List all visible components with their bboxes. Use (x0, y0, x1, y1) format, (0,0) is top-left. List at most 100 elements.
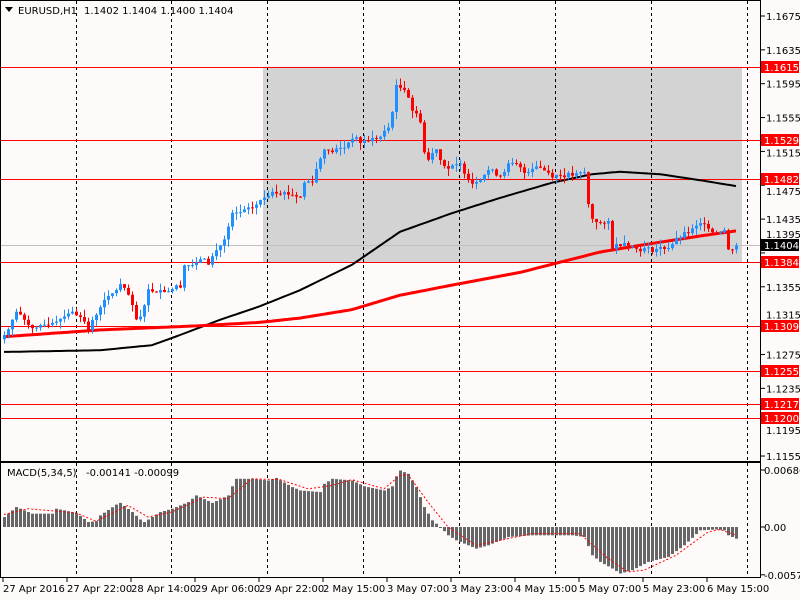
candle-body (311, 181, 314, 183)
macd-histogram-bar (459, 527, 462, 542)
candle-body (375, 137, 378, 139)
candle-body (59, 318, 62, 322)
macd-histogram-bar (211, 502, 214, 527)
macd-histogram-bar (571, 527, 574, 536)
candle (311, 175, 314, 186)
dropdown-triangle-icon[interactable] (5, 7, 13, 12)
candle (263, 190, 266, 205)
candle-body (63, 316, 66, 319)
candle (431, 148, 434, 164)
macd-histogram-bar (51, 513, 54, 527)
candle-body (383, 130, 386, 137)
macd-histogram-bar (243, 478, 246, 527)
macd-histogram-bar (663, 527, 666, 558)
macd-histogram-bar (487, 527, 490, 546)
price-zone-rectangle[interactable] (263, 66, 742, 263)
candle-body (219, 245, 222, 251)
macd-histogram-bar (727, 527, 730, 536)
time-tick-label: 29 Apr 22:00 (259, 584, 324, 595)
macd-histogram-bar (355, 482, 358, 527)
macd-histogram-bar (435, 523, 438, 527)
macd-histogram-bar (671, 527, 674, 555)
macd-histogram-bar (347, 480, 350, 527)
macd-histogram-bar (147, 519, 150, 527)
candle-body (395, 84, 398, 113)
macd-histogram-bar (499, 527, 502, 541)
candle-body (187, 265, 190, 267)
macd-histogram-bar (627, 527, 630, 572)
macd-histogram-bar (119, 502, 122, 527)
candle (319, 156, 322, 172)
candle-body (167, 291, 170, 293)
candle (623, 235, 626, 247)
candle-body (519, 163, 522, 168)
macd-histogram-bar (3, 517, 6, 527)
candle (443, 159, 446, 169)
macd-histogram-bar (519, 527, 522, 537)
candle (331, 147, 334, 154)
macd-histogram-bar (79, 515, 82, 527)
candle-body (259, 199, 262, 205)
candle (423, 120, 426, 155)
candle (575, 170, 578, 179)
macd-histogram-bar (271, 479, 274, 527)
macd-histogram-bar (219, 499, 222, 527)
candle-body (7, 329, 10, 336)
macd-histogram-bar (587, 527, 590, 547)
candle (427, 147, 430, 162)
candle (419, 109, 422, 124)
candle (359, 135, 362, 151)
candle (535, 160, 538, 170)
zone-layer (263, 66, 742, 263)
candle-body (255, 204, 258, 208)
macd-histogram-bar (71, 512, 74, 527)
candle (399, 78, 402, 92)
price-tick-label: 1.1195 (766, 426, 800, 437)
candle-body (231, 212, 234, 227)
candle (719, 231, 722, 235)
candle-body (499, 175, 502, 177)
candle-body (91, 320, 94, 331)
candle-body (495, 169, 498, 176)
candle (671, 242, 674, 251)
candle (727, 228, 730, 250)
candle (491, 168, 494, 173)
candle-body (527, 172, 530, 174)
candle-body (415, 110, 418, 114)
macd-histogram-bar (691, 527, 694, 538)
candle-body (275, 191, 278, 194)
candle (547, 165, 550, 176)
macd-histogram-bar (35, 513, 38, 527)
candle-body (431, 153, 434, 160)
candle-body (135, 305, 138, 320)
macd-histogram-bar (423, 507, 426, 527)
candle (523, 163, 526, 180)
candle-body (539, 166, 542, 168)
macd-histogram-bar (39, 513, 42, 527)
candle-body (423, 122, 426, 153)
candle-body (523, 167, 526, 173)
candle-body (175, 285, 178, 290)
time-tick-label: 3 May 07:00 (387, 584, 449, 595)
candle (203, 257, 206, 260)
candle (15, 308, 18, 322)
macd-histogram-bar (299, 490, 302, 527)
candle (163, 286, 166, 293)
macd-histogram-bar (527, 527, 530, 536)
candle-body (35, 327, 38, 329)
candle-body (335, 148, 338, 153)
macd-histogram-bar (179, 505, 182, 527)
candle (259, 199, 262, 208)
candle-body (551, 172, 554, 178)
candle-body (43, 324, 46, 326)
candle (511, 157, 514, 167)
candle-body (79, 315, 82, 318)
candle-body (287, 192, 290, 195)
candle (199, 256, 202, 264)
candle-body (331, 150, 334, 153)
time-tick-label: 27 Apr 22:00 (67, 584, 132, 595)
candle-body (651, 247, 654, 253)
macd-histogram-bar (31, 513, 34, 527)
price-tick-label: 1.1395 (766, 230, 800, 241)
